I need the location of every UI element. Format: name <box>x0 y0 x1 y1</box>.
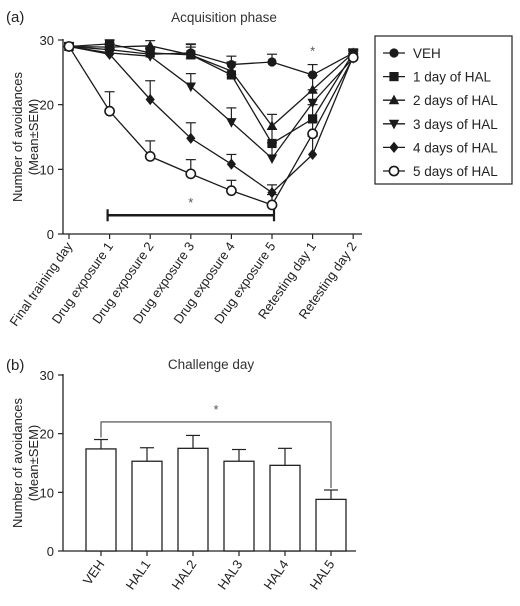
panel-a-point-5-days-of-hal-1 <box>104 105 115 117</box>
panel-b-xtick-label-hal1: HAL1 <box>123 557 154 592</box>
panel-a-point-5-days-of-hal-5 <box>266 199 278 211</box>
panel-a-star-retesting: * <box>310 44 315 59</box>
panel-a-point-veh-6 <box>308 70 318 80</box>
panel-a-point-2-days-of-hal-5 <box>266 120 278 131</box>
panel-a-line-1-day-of-hal <box>68 43 354 145</box>
panel-b-significance-bracket <box>100 421 332 488</box>
panel-b-star-bracket: * <box>213 402 218 417</box>
panel-b-xtick-label-hal5: HAL5 <box>307 557 338 592</box>
panel-a-point-1-day-of-hal-6 <box>308 114 318 124</box>
panel-a-point-3-days-of-hal-5 <box>266 154 278 164</box>
panel-b-xtick-label-hal2: HAL2 <box>169 557 200 592</box>
panel-a-legend-label-veh: VEH <box>413 46 441 61</box>
panel-b-xtick-label-veh: VEH <box>80 557 108 588</box>
panel-a-point-5-days-of-hal-4 <box>225 185 237 197</box>
panel-b-ytick-label-20: 20 <box>40 427 54 442</box>
panel-a-point-3-days-of-hal-3 <box>185 82 196 93</box>
panel-a-point-3-days-of-hal-4 <box>226 118 237 128</box>
panel-a-legend-marker-5-days-of-hal <box>388 165 400 177</box>
panel-a-legend-marker-veh <box>389 48 399 58</box>
panel-a-ytick-label-30: 30 <box>40 33 54 48</box>
panel-b-bar-hal3 <box>223 460 255 552</box>
panel-b-plot: 0 10 20 30 VEH HAL1 HAL2 HAL3 HAL4 HAL5 * <box>40 368 356 592</box>
panel-a-point-veh-5 <box>267 57 277 67</box>
panel-a-point-3-days-of-hal-2 <box>145 52 156 62</box>
panel-a-significance-bracket <box>106 209 276 222</box>
panel-a-title: Acquisition phase <box>171 10 277 25</box>
panel-a-ylabel-line1: Number of avoidances <box>10 71 25 202</box>
panel-a-point-2-days-of-hal-4 <box>226 65 237 76</box>
panel-a-line-3-days-of-hal <box>68 45 354 160</box>
panel-a-point-5-days-of-hal-0 <box>63 41 75 52</box>
panel-a-legend-item-5-days-of-hal: 5 days of HAL <box>383 164 498 179</box>
panel-a-legend-box <box>374 35 513 185</box>
panel-a-point-veh-4 <box>226 59 236 70</box>
panel-a-star-bracket: * <box>188 195 193 210</box>
panel-a-legend: VEH 1 day of HAL 2 days of HAL 3 days of HA… <box>374 35 513 185</box>
panel-a-point-4-days-of-hal-3 <box>186 132 196 144</box>
panel-a-legend-label-1-day-of-hal: 1 day of HAL <box>413 70 492 85</box>
panel-a-point-1-day-of-hal-5 <box>267 138 277 149</box>
panel-b-ytick-label-10: 10 <box>40 485 54 500</box>
panel-b-xtick-label-hal3: HAL3 <box>215 557 246 592</box>
panel-b-letter: (b) <box>6 357 24 374</box>
panel-a-letter: (a) <box>6 9 24 26</box>
panel-a-ytick-label-20: 20 <box>40 98 54 113</box>
panel-a-point-2-days-of-hal-3 <box>185 49 196 59</box>
panel-a-legend-label-3-days-of-hal: 3 days of HAL <box>413 117 498 132</box>
panel-a-legend-item-veh: VEH <box>383 46 441 61</box>
panel-a-point-2-days-of-hal-1 <box>104 41 115 52</box>
panel-a-ytick-label-10: 10 <box>40 162 54 177</box>
panel-a-legend-marker-2-days-of-hal <box>388 94 400 105</box>
panel-a-line-2-days-of-hal <box>68 45 354 127</box>
panel-b-ytick-label-0: 0 <box>47 544 54 559</box>
panel-a-legend-label-4-days-of-hal: 4 days of HAL <box>413 140 498 155</box>
panel-a-line-5-days-of-hal <box>68 46 354 206</box>
panel-a-point-4-days-of-hal-2 <box>145 93 155 106</box>
panel-b-xtick-label-hal4: HAL4 <box>261 557 292 592</box>
panel-a-line-4-days-of-hal <box>68 45 354 194</box>
panel-a-point-4-days-of-hal-1 <box>105 48 115 60</box>
panel-a-ylabel-line2: (Mean±SEM) <box>26 99 41 175</box>
panel-a-legend-label-5-days-of-hal: 5 days of HAL <box>413 164 498 179</box>
panel-b-ytick-label-30: 30 <box>40 368 54 383</box>
panel-a-point-5-days-of-hal-6 <box>307 128 318 140</box>
panel-a-ytick-label-0: 0 <box>47 227 54 242</box>
panel-a-legend-marker-4-days-of-hal <box>389 141 399 153</box>
panel-b-bar-hal4 <box>269 464 301 552</box>
panel-b-ylabel-line1: Number of avoidances <box>10 397 25 528</box>
panel-a-point-2-days-of-hal-6 <box>307 84 318 94</box>
panel-b-bar-veh <box>85 448 117 552</box>
panel-a-legend-marker-1-day-of-hal <box>389 72 399 82</box>
panel-a-legend-item-4-days-of-hal: 4 days of HAL <box>383 140 498 155</box>
panel-a-point-4-days-of-hal-5 <box>267 187 277 199</box>
panel-a-legend-marker-3-days-of-hal <box>388 119 400 130</box>
panel-a-legend-label-2-days-of-hal: 2 days of HAL <box>413 93 498 108</box>
panel-b-title: Challenge day <box>168 357 255 372</box>
panel-a-point-4-days-of-hal-6 <box>308 148 318 161</box>
panel-a-legend-item-1-day-of-hal: 1 day of HAL <box>383 70 492 85</box>
panel-a-line-veh <box>68 45 354 76</box>
panel-b-bar-hal2 <box>177 447 209 552</box>
panel-a-point-4-days-of-hal-4 <box>226 158 236 170</box>
panel-a-legend-item-2-days-of-hal: 2 days of HAL <box>383 93 498 108</box>
panel-a-point-3-days-of-hal-6 <box>307 98 318 109</box>
panel-a-point-5-days-of-hal-2 <box>144 150 156 162</box>
panel-b-ylabel-line2: (Mean±SEM) <box>26 425 41 501</box>
panel-b-bar-hal5 <box>315 498 347 552</box>
panel-a-point-5-days-of-hal-3 <box>185 168 197 180</box>
panel-a-legend-item-3-days-of-hal: 3 days of HAL <box>383 117 498 132</box>
panel-a-point-5-days-of-hal-7 <box>347 52 359 63</box>
panel-a-point-2-days-of-hal-2 <box>145 40 156 50</box>
panel-b-bar-hal1 <box>131 460 163 552</box>
